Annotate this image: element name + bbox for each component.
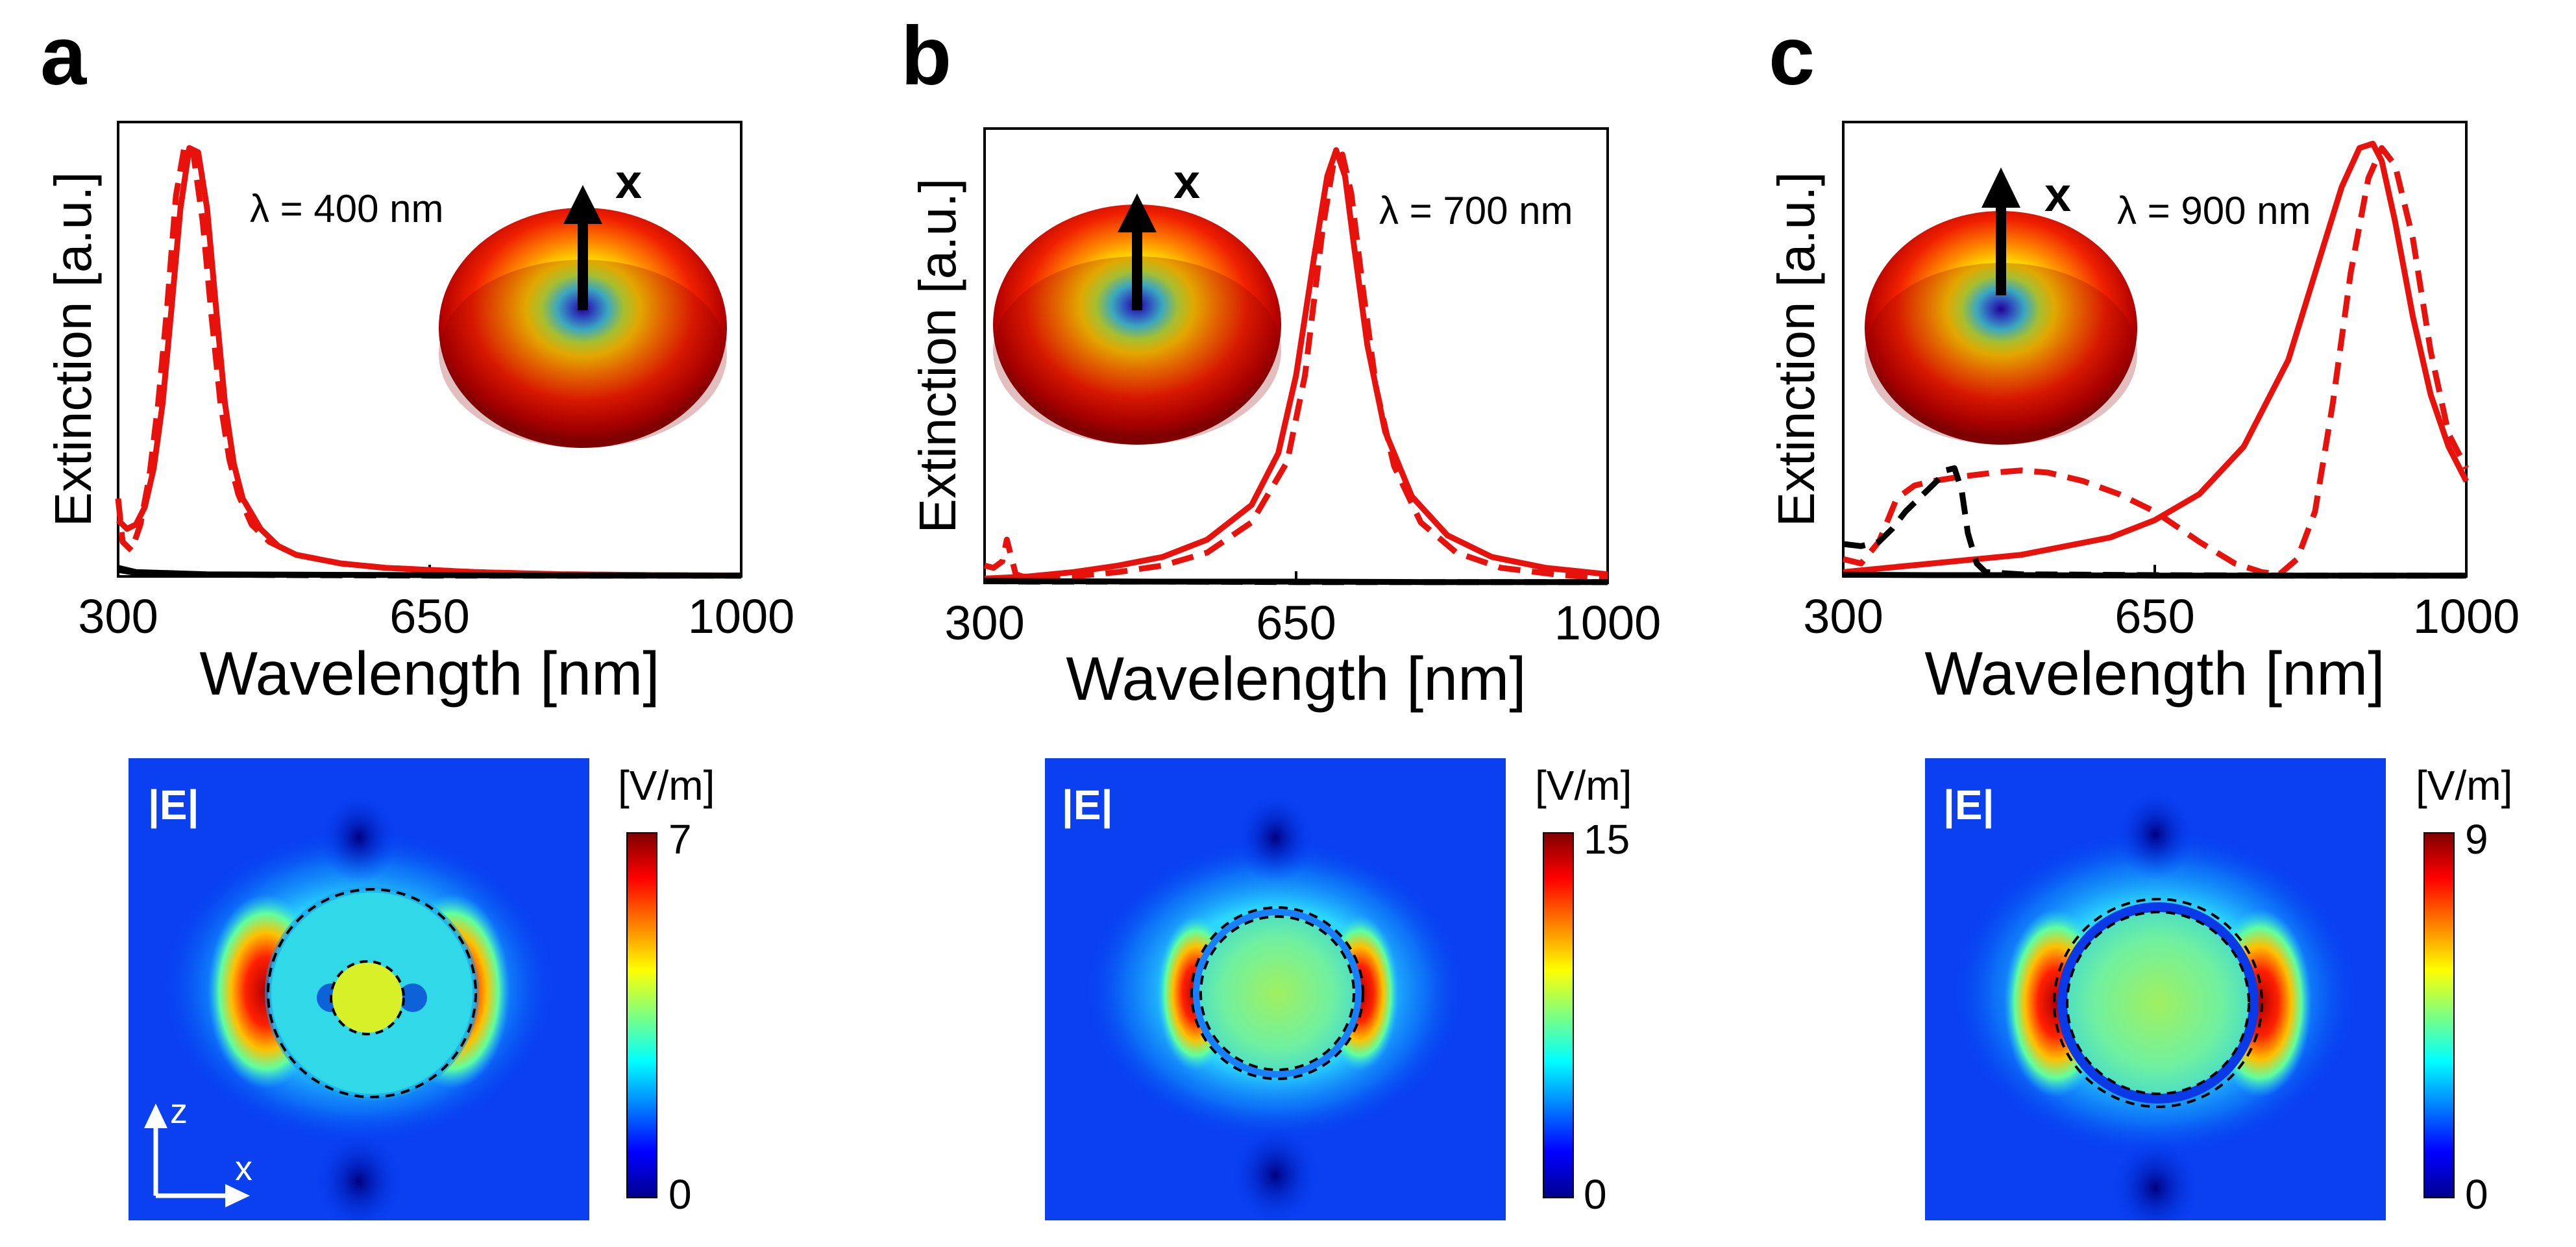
field-map-c (1925, 758, 2386, 1220)
field-label-b: |E| (1062, 782, 1113, 829)
series-solid-red (116, 145, 742, 579)
colorbar-max-c: 9 (2465, 816, 2488, 863)
panel-c: c x λ = 900 nm 300 650 1000 Wavelength [… (1767, 10, 2520, 1220)
colorbar-min-b: 0 (1584, 1171, 1607, 1218)
x-axis-label-a: Wavelength [nm] (199, 639, 659, 708)
colorbar-max-a: 7 (669, 816, 692, 863)
x-tick-c-300: 300 (1803, 589, 1883, 643)
colorbar-unit-c: [V/m] (2416, 762, 2512, 809)
plot-area-b (983, 147, 1609, 586)
panel-label-a: a (40, 10, 87, 103)
plot-area-a (115, 140, 742, 579)
y-axis-label-b: Extinction [a.u.] (909, 179, 966, 534)
series-dashed-red (983, 151, 1608, 582)
field-map-a (129, 758, 589, 1220)
x-tick-c-650: 650 (2115, 589, 2194, 643)
dipole-axis-label-b: x (1173, 154, 1200, 208)
plot-area-c (1842, 140, 2470, 579)
panel-b: b x λ = 700 nm 300 650 1000 Wavelength [… (901, 10, 1662, 1220)
x-tick-b-1000: 1000 (1554, 596, 1662, 650)
series-solid-black (1843, 571, 2466, 579)
colorbar-min-c: 0 (2465, 1171, 2488, 1218)
x-tick-a-1000: 1000 (688, 589, 795, 643)
field-map-b (1045, 758, 1506, 1220)
x-axis-label-c: Wavelength [nm] (1924, 639, 2385, 708)
series-dashed-red (1842, 145, 2470, 578)
colorbar-unit-a: [V/m] (618, 762, 715, 809)
series-dashed-black (984, 578, 1608, 586)
radiation-pattern-b: x (993, 154, 1281, 445)
colorbar-c (2423, 832, 2455, 1198)
series-dashed-black (1843, 465, 2466, 579)
colorbar-b (1543, 832, 1574, 1198)
wavelength-annotation-c: λ = 900 nm (2117, 189, 2311, 232)
colorbar-a (626, 832, 657, 1198)
series-dashed-black (117, 567, 741, 579)
x-tick-a-300: 300 (78, 589, 158, 643)
x-tick-b-650: 650 (1256, 596, 1336, 650)
panel-label-c: c (1769, 10, 1815, 103)
field-label-a: |E| (148, 782, 199, 829)
colorbar-unit-b: [V/m] (1535, 762, 1632, 809)
panel-a: a x λ = 400 nm 300 650 1000 Wavelength [… (40, 10, 795, 1220)
y-axis-label-c: Extinction [a.u.] (1767, 172, 1825, 527)
x-tick-b-300: 300 (944, 596, 1024, 650)
wavelength-annotation-a: λ = 400 nm (250, 187, 444, 230)
dipole-axis-label-c: x (2044, 167, 2071, 221)
x-axis-label-b: Wavelength [nm] (1066, 645, 1526, 713)
field-label-c: |E| (1943, 782, 1994, 829)
panel-label-b: b (901, 10, 951, 103)
coord-x-label: x (235, 1149, 252, 1188)
series-solid-red (984, 147, 1608, 582)
series-solid-red (1843, 140, 2470, 575)
radiation-pattern-c: x (1865, 167, 2137, 445)
radiation-pattern-a: x (439, 154, 727, 448)
colorbar-max-b: 15 (1584, 816, 1630, 863)
wavelength-annotation-b: λ = 700 nm (1379, 189, 1573, 232)
coordinate-axes: z x (144, 1092, 252, 1207)
x-tick-c-1000: 1000 (2413, 589, 2520, 643)
coord-z-label: z (170, 1092, 188, 1131)
dipole-axis-label-a: x (615, 154, 642, 208)
y-axis-label-a: Extinction [a.u.] (44, 172, 102, 527)
x-tick-a-650: 650 (389, 589, 469, 643)
colorbar-min-a: 0 (669, 1171, 692, 1218)
